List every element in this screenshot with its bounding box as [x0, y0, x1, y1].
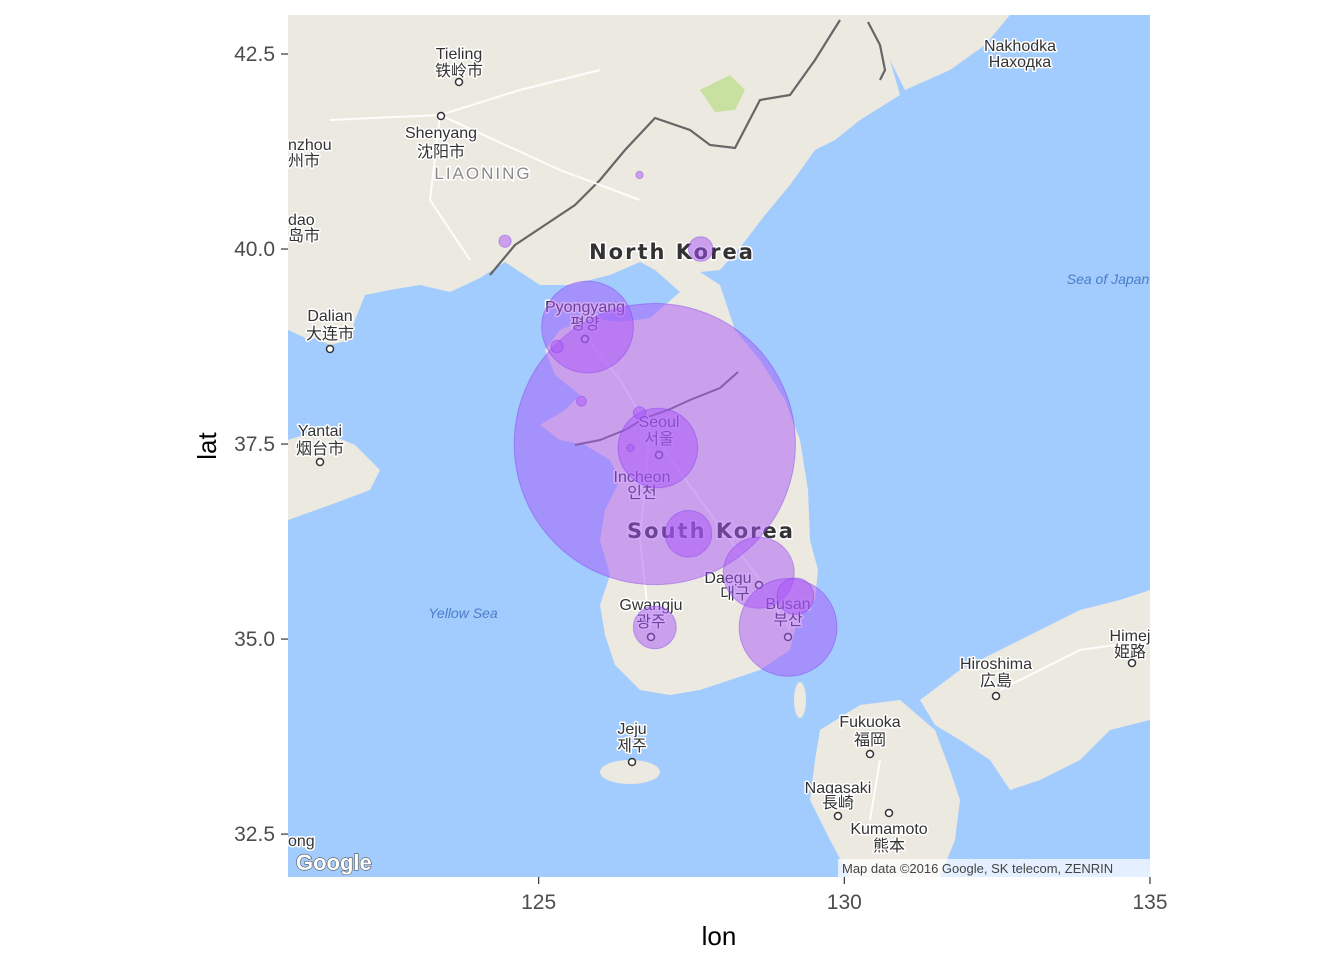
place-label: 烟台市: [296, 440, 344, 458]
country-label-north-korea: North Korea: [589, 240, 755, 264]
place-label: 제주: [617, 737, 646, 755]
place-label: 姫路: [1114, 643, 1146, 661]
place-label: 熊本: [873, 837, 905, 855]
data-bubble: [499, 235, 511, 247]
data-bubble: [577, 396, 587, 406]
place-label: 岛市: [288, 227, 320, 245]
place-label: Jeju: [617, 721, 646, 738]
place-label: 大连市: [306, 325, 354, 343]
place-label: Shenyang: [405, 125, 477, 142]
city-marker: [835, 813, 842, 820]
y-tick-label: 42.5: [234, 43, 275, 66]
place-label: 沈阳市: [417, 143, 465, 161]
city-marker: [327, 346, 334, 353]
place-label: Kumamoto: [850, 821, 927, 838]
x-tick-label: 135: [1132, 891, 1167, 914]
google-logo: Google: [296, 850, 372, 875]
place-label: 広島: [980, 672, 1012, 690]
city-marker: [886, 810, 893, 817]
place-label: Fukuoka: [839, 714, 900, 731]
place-label: Dalian: [307, 308, 352, 325]
data-bubble: [633, 407, 645, 419]
data-bubble: [665, 511, 711, 557]
sea-label-japan: Sea of Japan: [1067, 271, 1150, 287]
city-marker: [438, 113, 445, 120]
place-label: Находка: [989, 54, 1052, 71]
y-axis: 32.5 35.0 37.5 40.0 42.5: [234, 43, 288, 846]
place-label: 福岡: [854, 731, 886, 749]
data-bubble: [542, 281, 634, 373]
x-axis: 125 130 135: [521, 877, 1167, 914]
attribution-text: Map data ©2016 Google, SK telecom, ZENRI…: [842, 861, 1113, 876]
y-tick-label: 40.0: [234, 238, 275, 261]
x-tick-label: 130: [827, 891, 862, 914]
data-bubble: [636, 171, 643, 178]
city-marker: [993, 693, 1000, 700]
place-label: 長崎: [822, 794, 854, 812]
data-bubble: [633, 606, 676, 649]
place-label: dao: [288, 212, 315, 229]
data-bubble: [627, 444, 634, 451]
place-label: Himej: [1110, 628, 1151, 645]
x-axis-title: lon: [702, 921, 737, 951]
place-label: ong: [288, 833, 315, 850]
place-label: Yantai: [298, 423, 342, 440]
place-label: Tieling: [436, 46, 483, 63]
y-tick-label: 37.5: [234, 433, 275, 456]
region-label: LIAONING: [434, 164, 531, 183]
data-bubble: [551, 340, 563, 352]
y-axis-title: lat: [192, 431, 222, 459]
place-label: nzhou: [288, 137, 332, 154]
place-label: 铁岭市: [435, 62, 483, 80]
city-marker: [629, 759, 636, 766]
place-label: Hiroshima: [960, 656, 1032, 673]
place-label: Nakhodka: [984, 38, 1056, 55]
x-tick-label: 125: [521, 891, 556, 914]
place-label: 州市: [288, 152, 320, 170]
city-marker: [867, 751, 874, 758]
data-bubble: [777, 578, 814, 615]
data-bubble: [688, 237, 712, 261]
land-tsushima: [794, 682, 806, 718]
y-tick-label: 32.5: [234, 823, 275, 846]
city-marker: [1129, 660, 1136, 667]
y-tick-label: 35.0: [234, 628, 275, 651]
city-marker: [317, 459, 324, 466]
city-marker: [456, 79, 463, 86]
sea-label-yellow: Yellow Sea: [428, 605, 497, 621]
